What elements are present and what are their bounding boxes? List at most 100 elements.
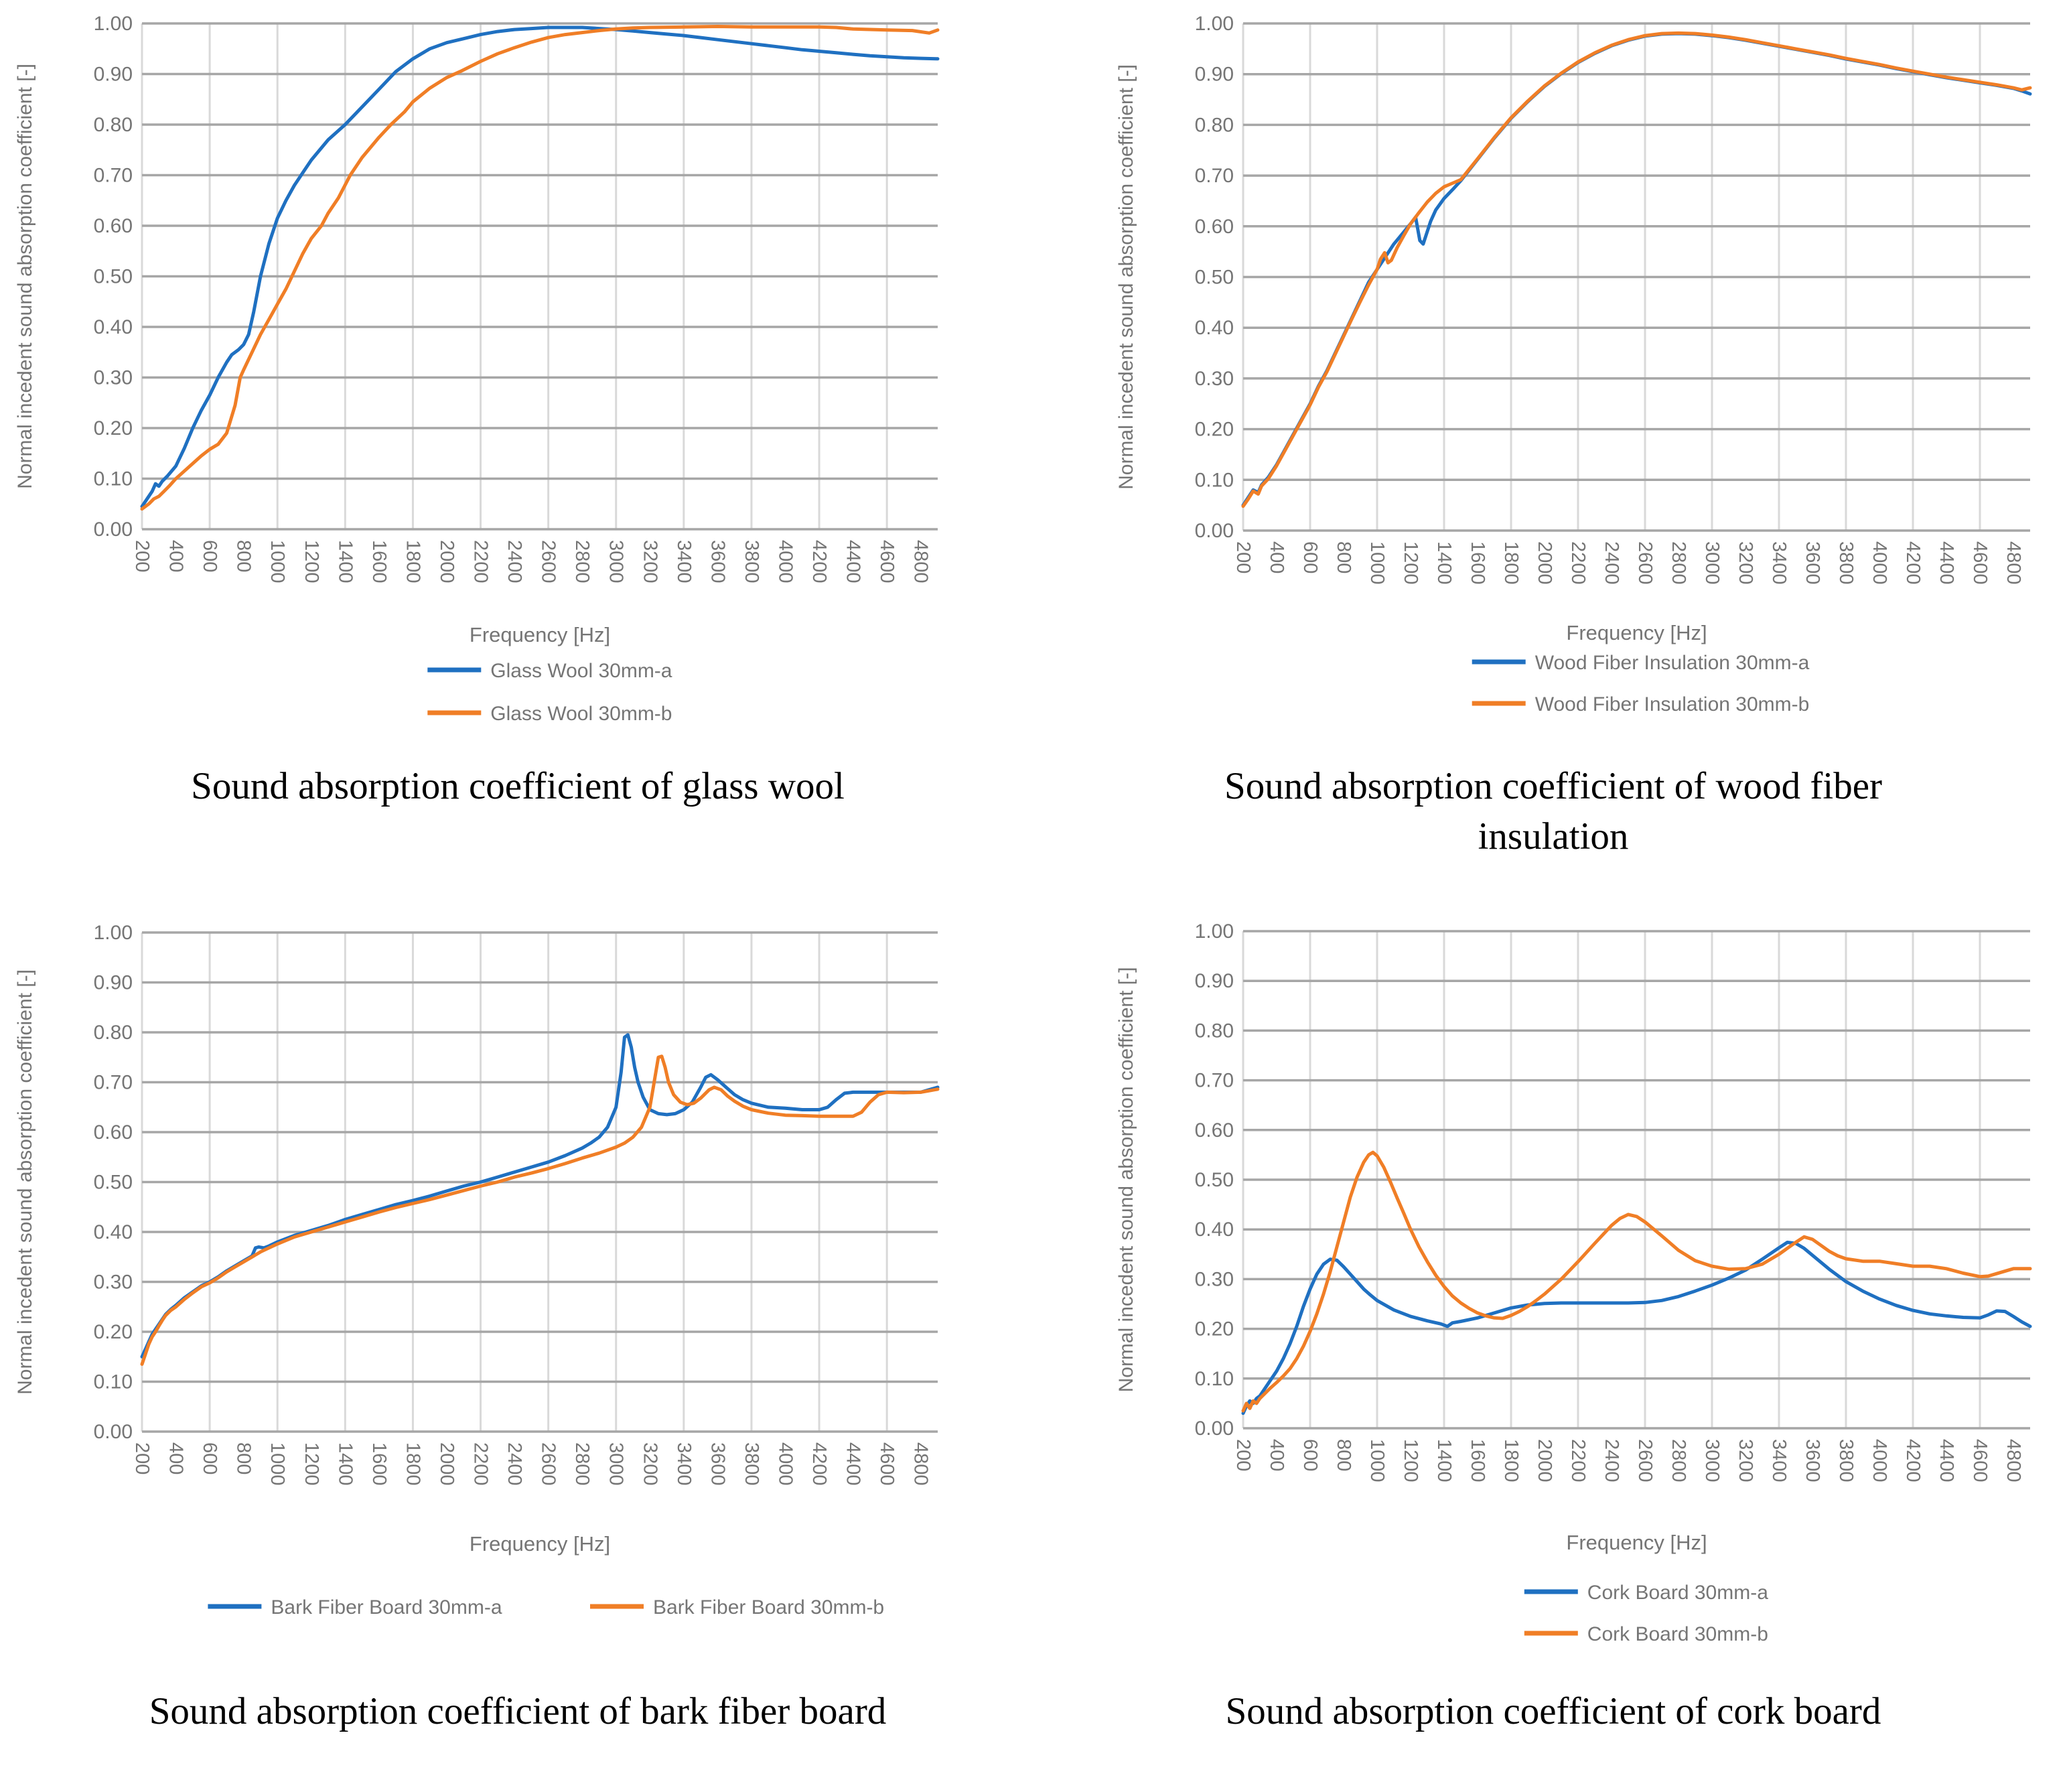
x-tick-label: 200 — [1232, 1439, 1254, 1471]
x-tick-label: 3000 — [605, 1442, 627, 1486]
y-tick-label: 0.70 — [94, 1072, 133, 1094]
x-tick-label: 4200 — [808, 1442, 830, 1486]
caption-bark-fiber-board: Sound absorption coefficient of bark fib… — [149, 1690, 887, 1732]
x-tick-label: 4000 — [1869, 541, 1890, 585]
legend-label: Bark Fiber Board 30mm-b — [653, 1596, 884, 1618]
x-tick-label: 1600 — [368, 1442, 390, 1486]
legend-item: Glass Wool 30mm-a — [427, 660, 672, 682]
x-tick-label: 2800 — [571, 540, 593, 583]
x-tick-label: 1600 — [368, 540, 390, 583]
x-tick-label: 2000 — [1534, 1439, 1555, 1483]
y-tick-label: 0.90 — [1195, 970, 1234, 992]
y-tick-label: 0.20 — [94, 1321, 133, 1343]
y-tick-label: 0.60 — [1195, 216, 1234, 238]
x-tick-label: 4800 — [910, 1442, 932, 1486]
x-tick-label: 3400 — [673, 540, 695, 583]
panel-wood-fiber-insulation: 0.00 0.10 0.20 0.30 0.40 0.50 0.60 0.70 0.80 0.90… — [1036, 0, 2071, 891]
x-tick-label: 2000 — [436, 540, 457, 583]
x-tick-label: 3400 — [1768, 541, 1790, 585]
caption-glass-wool: Sound absorption coefficient of glass wo… — [191, 765, 845, 807]
x-tick-label: 2200 — [1567, 1439, 1589, 1483]
legend-label: Cork Board 30mm-b — [1587, 1623, 1768, 1645]
x-tick-label: 3200 — [639, 1442, 660, 1486]
x-tick-label: 1800 — [1500, 1439, 1522, 1483]
series-line-a — [140, 25, 940, 508]
x-tick-label: 1800 — [1500, 541, 1522, 585]
x-tick-label: 1000 — [1366, 541, 1388, 585]
x-tick-label: 4800 — [2003, 541, 2024, 585]
x-tick-label: 1200 — [301, 540, 322, 583]
x-tick-label: 3600 — [1802, 1439, 1823, 1483]
y-tick-label: 0.10 — [1195, 1368, 1234, 1390]
x-axis-title: Frequency [Hz] — [1566, 621, 1707, 644]
legend-label: Bark Fiber Board 30mm-a — [271, 1596, 502, 1618]
x-tick-label: 1600 — [1467, 541, 1488, 585]
y-tick-label: 0.70 — [1195, 1070, 1234, 1092]
x-axis-title: Frequency [Hz] — [1566, 1531, 1707, 1554]
y-axis-title: Normal incedent sound absorption coeffic… — [14, 64, 36, 489]
x-tick-label: 4600 — [876, 540, 898, 583]
y-tick-label: 0.80 — [1195, 114, 1234, 136]
x-tick-label: 4000 — [1869, 1439, 1890, 1483]
x-tick-label: 400 — [165, 1442, 187, 1474]
x-tick-label: 2800 — [1668, 1439, 1689, 1483]
y-axis-title: Normal incedent sound absorption coeffic… — [1115, 64, 1137, 490]
y-tick-label: 1.00 — [1195, 13, 1234, 35]
panel-bark-fiber-board: 0.00 0.10 0.20 0.30 0.40 0.50 0.60 0.70 0.80 0.90… — [0, 891, 1036, 1792]
legend-item: Wood Fiber Insulation 30mm-a — [1472, 652, 1810, 674]
y-tick-label: 0.50 — [94, 1172, 133, 1194]
y-tick-label: 0.30 — [94, 1271, 133, 1294]
x-tick-label: 4200 — [1902, 1439, 1924, 1483]
x-tick-label: 2800 — [1668, 541, 1689, 585]
x-tick-label: 1200 — [301, 1442, 322, 1486]
caption-wood-fiber-insulation: Sound absorption coefficient of wood fib… — [1224, 765, 1882, 858]
x-tick-label: 4200 — [808, 540, 830, 583]
x-tick-label: 4000 — [775, 540, 796, 583]
y-tick-label: 0.40 — [94, 1221, 133, 1243]
x-tick-label: 1000 — [267, 1442, 288, 1486]
x-tick-label: 3600 — [1802, 541, 1823, 585]
x-axis-title: Frequency [Hz] — [470, 1532, 610, 1556]
x-tick-label: 1400 — [334, 1442, 356, 1486]
x-tick-label: 2600 — [1634, 541, 1656, 585]
y-tick-label: 0.00 — [1195, 520, 1234, 542]
y-tick-label: 0.00 — [1195, 1418, 1234, 1440]
x-tick-label: 4400 — [1936, 1439, 1957, 1483]
x-tick-label: 3800 — [1835, 541, 1857, 585]
y-tick-label: 1.00 — [1195, 920, 1234, 943]
x-tick-label: 4600 — [876, 1442, 898, 1486]
series-line-b — [140, 1054, 940, 1366]
x-tick-label: 4600 — [1969, 1439, 1991, 1483]
x-tick-label: 1000 — [267, 540, 288, 583]
legend-label: Wood Fiber Insulation 30mm-b — [1535, 693, 1810, 715]
x-tick-label: 1400 — [334, 540, 356, 583]
x-tick-label: 2600 — [538, 1442, 559, 1486]
y-tick-label: 0.70 — [1195, 165, 1234, 187]
x-tick-label: 3000 — [605, 540, 627, 583]
x-tick-label: 3600 — [707, 1442, 728, 1486]
x-tick-label: 2600 — [1634, 1439, 1656, 1483]
x-tick-label: 2600 — [538, 540, 559, 583]
y-tick-label: 0.40 — [1195, 317, 1234, 339]
x-tick-label: 2400 — [504, 540, 525, 583]
x-tick-label: 400 — [1266, 1439, 1287, 1471]
legend-label: Glass Wool 30mm-b — [490, 703, 672, 725]
y-tick-label: 0.00 — [94, 519, 133, 541]
x-axis-title: Frequency [Hz] — [470, 623, 610, 646]
y-tick-label: 0.30 — [1195, 368, 1234, 390]
x-tick-label: 4200 — [1902, 541, 1924, 585]
x-tick-label: 800 — [233, 1442, 255, 1474]
x-tick-label: 600 — [1299, 541, 1321, 573]
x-tick-label: 2400 — [1601, 1439, 1622, 1483]
y-axis-title: Normal incedent sound absorption coeffic… — [1115, 967, 1137, 1393]
x-tick-label: 1000 — [1366, 1439, 1388, 1483]
x-tick-label: 4400 — [843, 540, 864, 583]
x-tick-label: 3200 — [1735, 1439, 1756, 1483]
x-tick-label: 4400 — [1936, 541, 1957, 585]
y-tick-label: 0.60 — [94, 215, 133, 237]
x-tick-label: 2000 — [436, 1442, 457, 1486]
y-tick-label: 0.30 — [1195, 1268, 1234, 1290]
legend-item: Glass Wool 30mm-b — [427, 703, 672, 725]
y-tick-label: 0.10 — [94, 468, 133, 490]
